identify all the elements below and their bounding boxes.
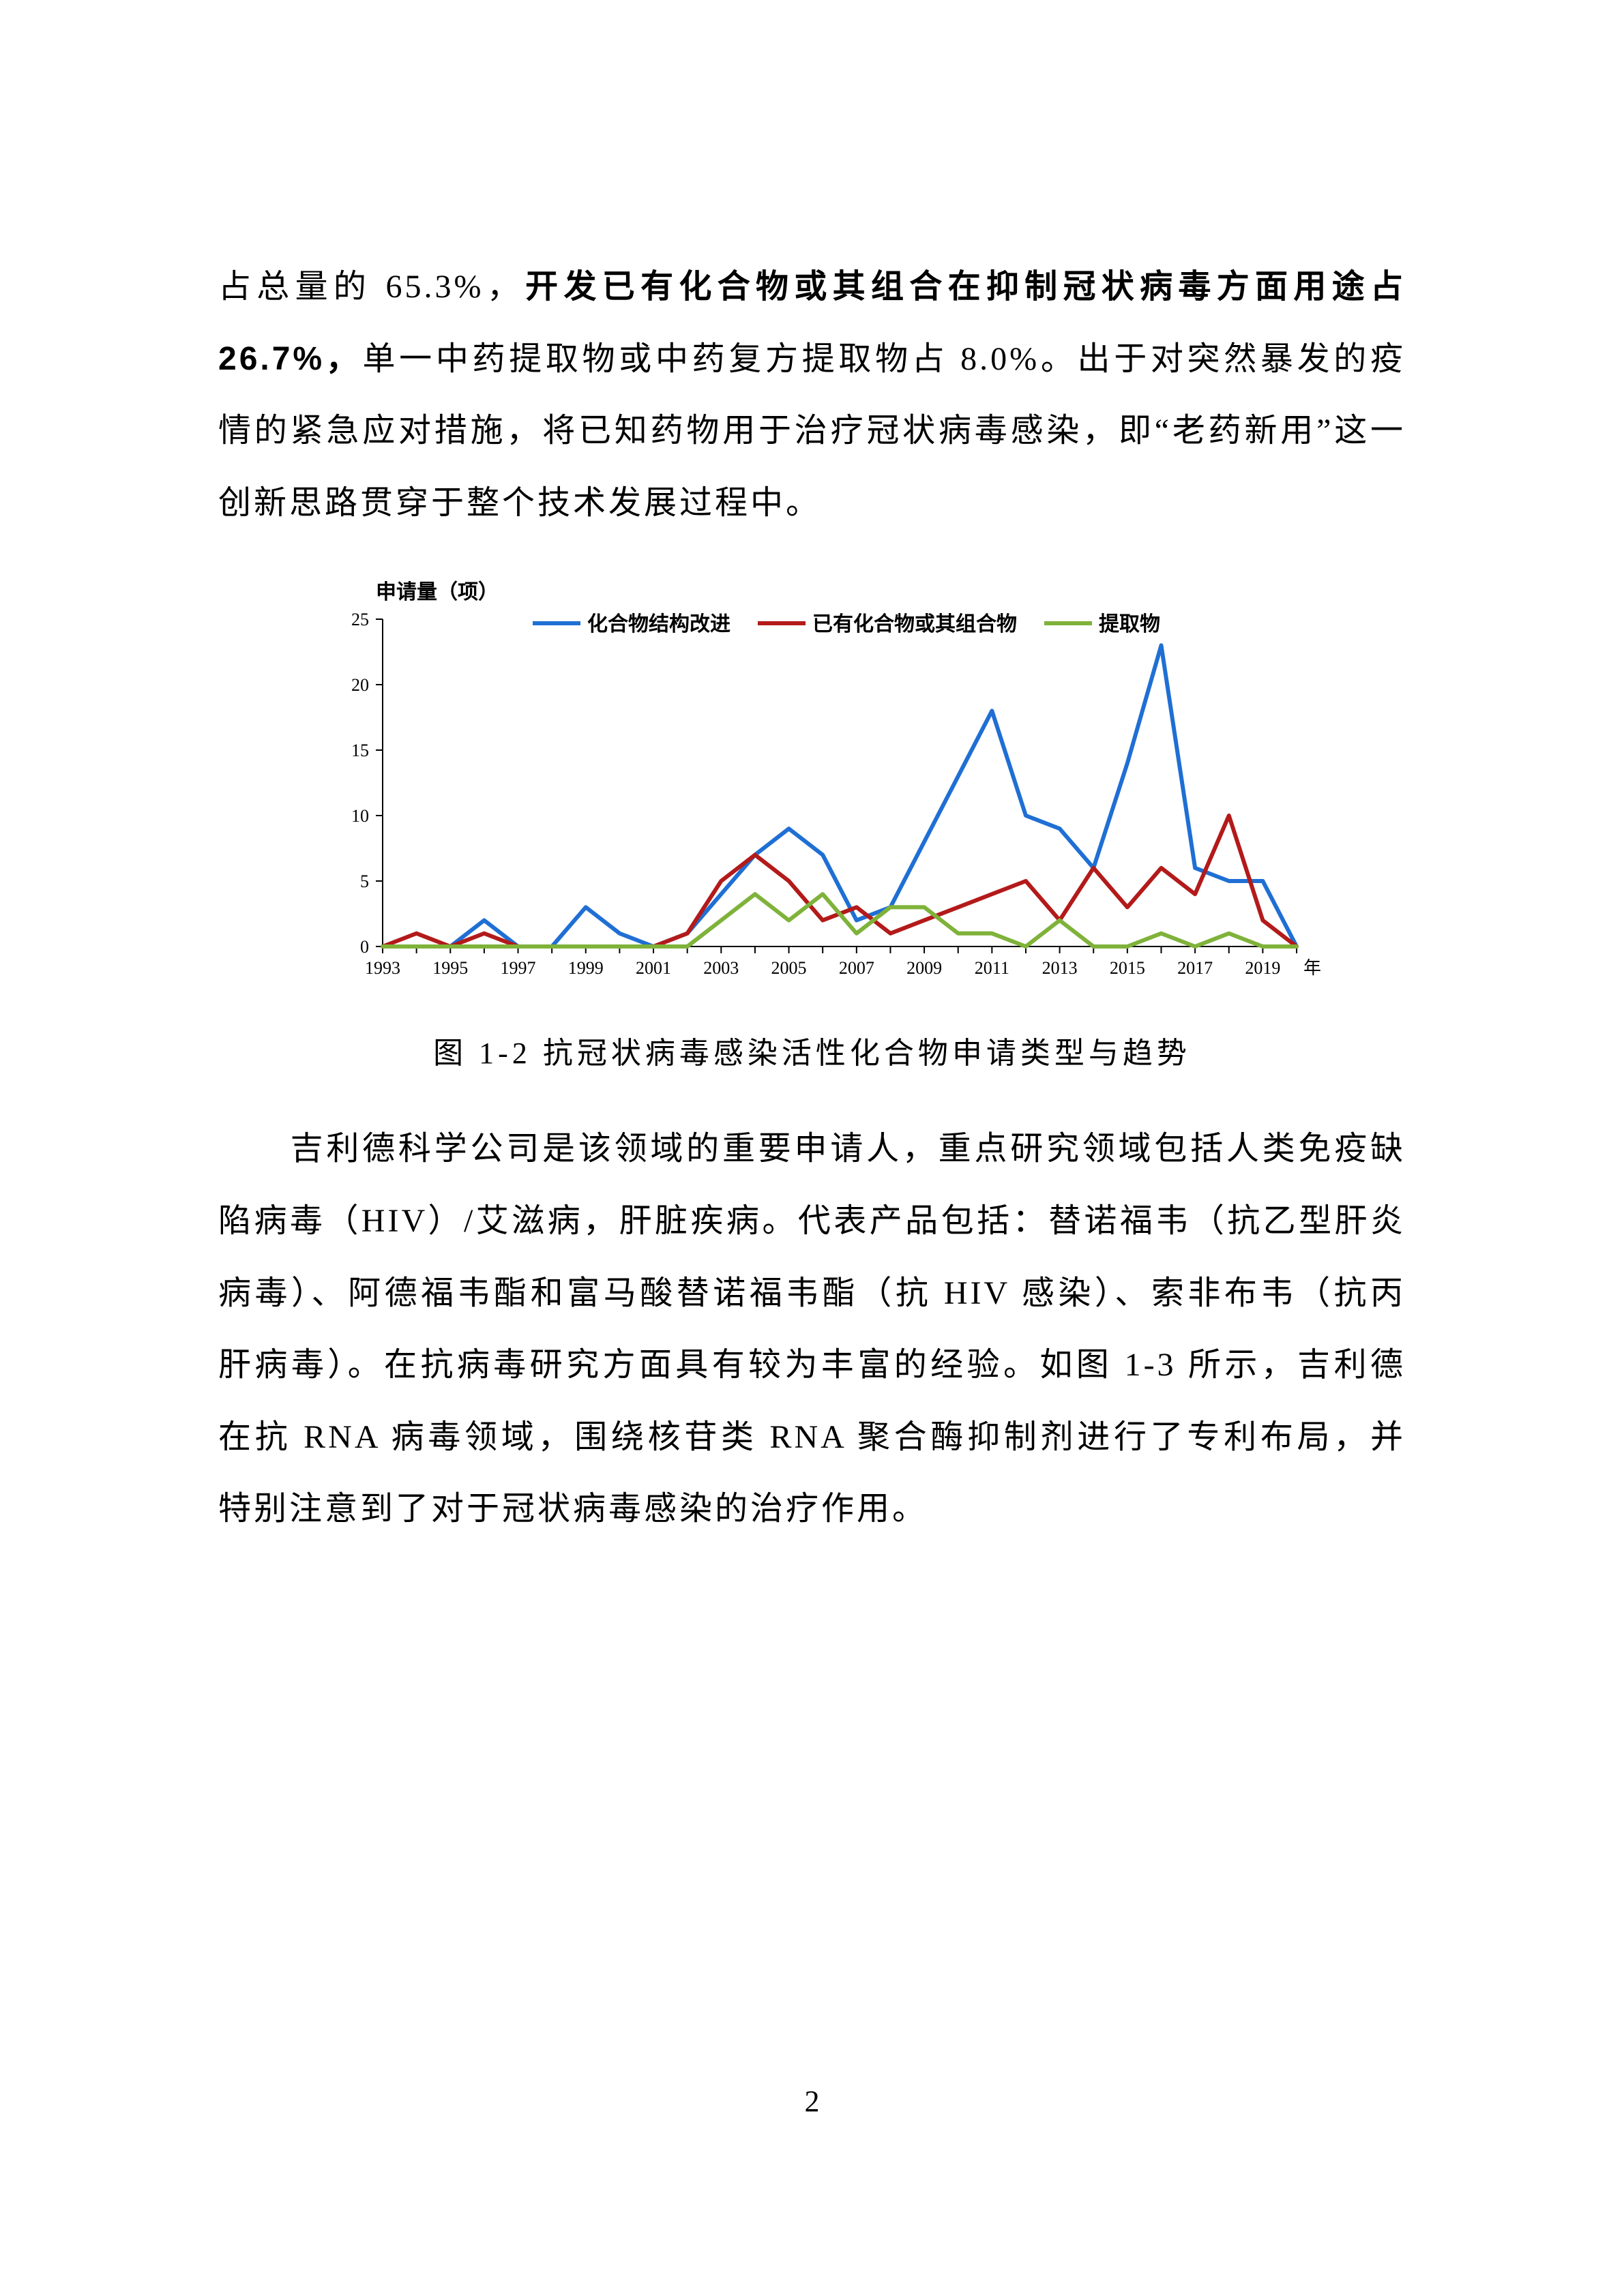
svg-text:2003: 2003 bbox=[703, 958, 739, 978]
svg-text:申请量（项）: 申请量（项） bbox=[376, 580, 499, 603]
svg-text:2017: 2017 bbox=[1177, 958, 1213, 978]
paragraph-2: 吉利德科学公司是该领域的重要申请人，重点研究领域包括人类免疫缺陷病毒（HIV）/… bbox=[218, 1113, 1406, 1545]
svg-text:年: 年 bbox=[1303, 958, 1321, 978]
svg-text:1995: 1995 bbox=[432, 958, 468, 978]
svg-text:2005: 2005 bbox=[771, 958, 806, 978]
chart-container: 申请量（项） 0 5 10 15 20 25 1993 1995 1997 1999 2001 2003… bbox=[218, 571, 1406, 1008]
svg-text:2015: 2015 bbox=[1109, 958, 1145, 978]
svg-text:1997: 1997 bbox=[500, 958, 535, 978]
figure-caption: 图 1-2 抗冠状病毒感染活性化合物申请类型与趋势 bbox=[218, 1028, 1406, 1072]
svg-text:2009: 2009 bbox=[906, 958, 942, 978]
page-number: 2 bbox=[0, 2084, 1624, 2119]
svg-text:2011: 2011 bbox=[974, 958, 1009, 978]
svg-text:2007: 2007 bbox=[838, 958, 874, 978]
svg-text:2019: 2019 bbox=[1245, 958, 1280, 978]
svg-text:5: 5 bbox=[360, 871, 369, 891]
svg-text:20: 20 bbox=[351, 675, 369, 695]
p1-text-1: 占总量的 65.3%， bbox=[218, 269, 525, 305]
svg-text:化合物结构改进: 化合物结构改进 bbox=[587, 612, 730, 636]
svg-text:25: 25 bbox=[351, 610, 369, 629]
svg-text:2001: 2001 bbox=[636, 958, 671, 978]
line-chart: 申请量（项） 0 5 10 15 20 25 1993 1995 1997 1999 2001 2003… bbox=[301, 571, 1324, 1008]
page: 占总量的 65.3%，开发已有化合物或其组合在抑制冠状病毒方面用途占 26.7%… bbox=[0, 0, 1624, 2296]
paragraph-1: 占总量的 65.3%，开发已有化合物或其组合在抑制冠状病毒方面用途占 26.7%… bbox=[218, 251, 1406, 539]
svg-text:1999: 1999 bbox=[567, 958, 603, 978]
svg-text:2013: 2013 bbox=[1042, 958, 1077, 978]
svg-text:0: 0 bbox=[360, 937, 369, 957]
svg-text:已有化合物或其组合物: 已有化合物或其组合物 bbox=[812, 612, 1017, 636]
svg-text:提取物: 提取物 bbox=[1099, 613, 1160, 636]
svg-text:1993: 1993 bbox=[365, 958, 400, 978]
svg-text:15: 15 bbox=[351, 741, 369, 760]
svg-text:10: 10 bbox=[351, 806, 369, 826]
p1-text-2: 单一中药提取物或中药复方提取物占 8.0%。出于对突然暴发的疫情的紧急应对措施，… bbox=[218, 341, 1406, 521]
